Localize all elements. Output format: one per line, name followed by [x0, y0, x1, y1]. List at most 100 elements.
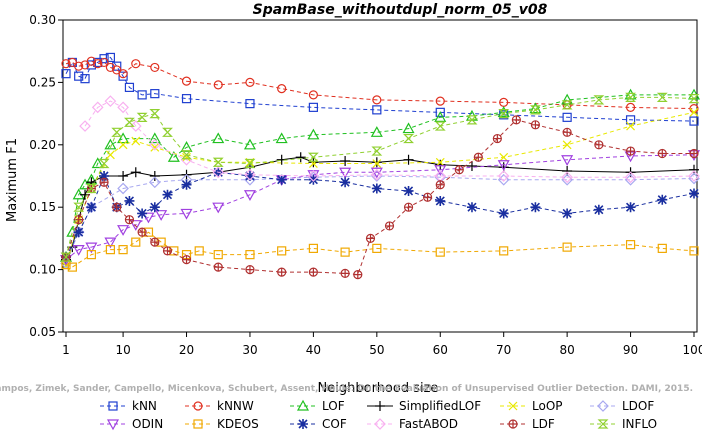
data-point-ldf [245, 265, 255, 275]
data-point-fastabod [244, 168, 256, 181]
legend-label-knnw: kNNW [217, 399, 254, 413]
series-line-lof [65, 94, 694, 258]
legend-label-ldof: LDOF [622, 399, 654, 413]
data-point-simplifiedlof [466, 161, 477, 172]
data-point-inflo [212, 157, 224, 167]
data-point-fastabod [497, 170, 510, 182]
data-point-lof [117, 132, 130, 144]
data-point-knn [308, 102, 318, 112]
data-point-cof [276, 174, 287, 185]
data-point-inflo [307, 152, 319, 162]
data-point-kdeos [657, 243, 667, 253]
data-point-inflo [98, 158, 110, 169]
data-point-ldf [124, 215, 135, 225]
data-point-cof [403, 185, 414, 196]
data-point-cof [99, 171, 110, 181]
data-point-inflo [162, 127, 173, 137]
legend-label-simplifiedlof: SimplifiedLOF [399, 399, 481, 413]
data-point-knnw [435, 96, 445, 106]
data-point-ldf [435, 180, 445, 190]
series-line-fastabod [84, 100, 695, 178]
data-point-inflo [371, 146, 383, 156]
data-point-fastabod [129, 120, 142, 132]
data-point-knnw [99, 57, 109, 68]
data-point-knnw [150, 62, 160, 73]
x-tick-label: 20 [179, 343, 194, 357]
legend-item-ldf: LDF [500, 417, 555, 431]
legend-item-cof: COF [290, 417, 347, 431]
series-line-inflo [65, 96, 695, 258]
data-point-ldf [422, 192, 433, 202]
data-point-cof [593, 204, 604, 215]
legend-label-kdeos: KDEOS [217, 417, 259, 431]
data-point-ldf [384, 221, 395, 231]
data-point-knn [181, 94, 192, 104]
x-tick-label: 1 [62, 343, 70, 357]
x-tick-label: 10 [115, 343, 130, 357]
x-tick-label: 80 [559, 343, 574, 357]
data-point-knnw [105, 62, 116, 73]
data-point-fastabod [79, 120, 91, 132]
legend-item-ldof: LDOF [590, 399, 654, 413]
data-point-knn [74, 71, 84, 81]
data-point-inflo [149, 109, 161, 119]
data-point-simplifiedlof [130, 167, 141, 178]
data-point-ldf [657, 148, 667, 159]
data-point-kdeos [118, 245, 128, 255]
data-point-ldf [162, 246, 173, 256]
data-point-fastabod [307, 170, 320, 182]
data-point-simplifiedlof [118, 171, 129, 181]
y-tick-label: 0.15 [29, 200, 56, 214]
data-point-lof [275, 132, 288, 144]
data-point-cof [625, 202, 636, 213]
data-point-fastabod [117, 101, 129, 114]
data-point-knn [61, 69, 71, 79]
data-point-odin [104, 237, 117, 249]
data-point-cof [137, 208, 148, 219]
data-point-inflo [181, 150, 192, 160]
data-point-simplifiedlof [403, 154, 414, 165]
legend-marker-loop [508, 401, 518, 411]
data-point-loop [118, 140, 128, 150]
legend-marker-odin [106, 419, 120, 431]
data-point-cof [498, 208, 509, 219]
data-point-kdeos [562, 242, 572, 252]
data-point-loop [150, 142, 160, 152]
data-point-lof [104, 138, 117, 150]
data-point-knn [105, 52, 116, 63]
data-point-odin [434, 165, 447, 176]
data-point-knn [99, 54, 109, 64]
data-point-odin [117, 225, 130, 236]
data-point-knn [150, 89, 160, 99]
data-point-cof [340, 177, 351, 188]
data-point-ldf [112, 202, 122, 212]
x-tick-label: 50 [369, 343, 384, 357]
data-point-kdeos [340, 247, 350, 257]
data-point-fastabod [91, 101, 104, 114]
legend-label-loop: LoOP [532, 399, 563, 413]
data-point-ldf [340, 268, 350, 278]
legend-marker-ldf [508, 419, 518, 429]
data-point-cof [530, 202, 541, 213]
data-point-fastabod [624, 171, 637, 184]
data-point-ldf [492, 133, 502, 144]
data-point-ldf [511, 115, 521, 125]
data-point-kdeos [245, 250, 255, 260]
data-point-cof [162, 189, 173, 200]
x-tick-label: 70 [496, 343, 511, 357]
data-point-fastabod [212, 166, 225, 179]
data-point-knn [625, 115, 636, 125]
data-point-inflo [656, 92, 668, 102]
data-point-cof [562, 208, 573, 219]
y-tick-label: 0.25 [29, 75, 56, 89]
data-point-knn [137, 90, 147, 100]
data-point-inflo [73, 202, 85, 212]
y-axis: 0.05 0.10 0.15 0.20 0.25 0.30 [29, 13, 63, 339]
data-point-kdeos [625, 240, 636, 250]
series-knnw [61, 56, 699, 114]
data-point-knnw [372, 95, 382, 105]
data-point-cof [657, 194, 668, 205]
legend-marker-knn [108, 401, 118, 411]
data-point-inflo [593, 95, 605, 105]
